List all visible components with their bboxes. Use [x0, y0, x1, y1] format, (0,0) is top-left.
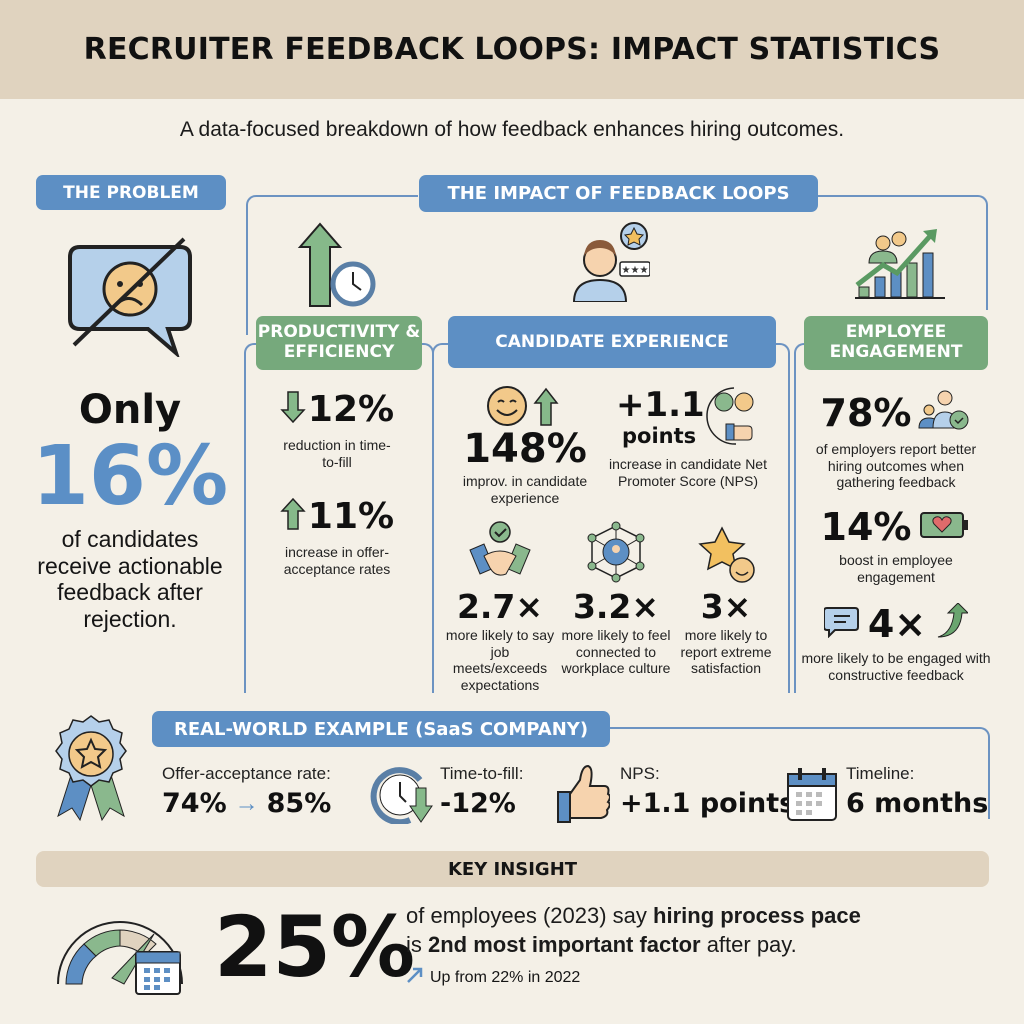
- arrow-up-clock-icon: [295, 222, 380, 307]
- stat-value: 2.7×: [456, 587, 544, 626]
- stat-value: 3.2×: [572, 587, 660, 626]
- stat-value: 12%: [307, 388, 395, 430]
- stat-value: 11%: [307, 495, 395, 537]
- example-label-text: NPS:: [620, 764, 660, 783]
- divider-line: [246, 195, 258, 335]
- example-offer-acceptance: Offer-acceptance rate: 74% → 85%: [162, 764, 331, 819]
- divider-line: [258, 195, 418, 197]
- award-ribbon-icon: [46, 712, 136, 822]
- stat-description: more likely to be engaged with construct…: [801, 650, 991, 683]
- insight-text: of employees (2023) say hiring process p…: [406, 902, 861, 959]
- example-label: REAL-WORLD EXAMPLE (SaaS COMPANY): [152, 711, 610, 747]
- impact-label: THE IMPACT OF FEEDBACK LOOPS: [419, 175, 818, 212]
- problem-label: THE PROBLEM: [36, 175, 226, 210]
- key-insight-label: KEY INSIGHT: [36, 851, 989, 887]
- heart-battery-icon: [919, 510, 971, 545]
- stat-description: improv. in candidate experience: [462, 473, 588, 506]
- stat-description: increase in candidate Net Promoter Score…: [609, 456, 767, 489]
- stat-value: 3×: [700, 587, 752, 626]
- example-from: 74%: [162, 788, 227, 819]
- stat-description: more likely to report extreme satisfacti…: [680, 627, 772, 677]
- clock-down-icon: [370, 766, 436, 829]
- divider-line: [776, 343, 790, 693]
- example-to: 85%: [266, 788, 332, 819]
- star-smiley-icon: [676, 520, 776, 584]
- svg-text:★★★: ★★★: [622, 265, 649, 276]
- stat-description: increase in offer-acceptance rates: [283, 544, 391, 577]
- candidate-rating-icon: ★★★: [570, 222, 651, 303]
- arrow-down-icon: [280, 390, 306, 429]
- example-value: +1.1 points: [620, 788, 796, 819]
- stat-value: +1.1: [616, 385, 705, 425]
- problem-value: 16%: [31, 429, 229, 524]
- divider-line: [432, 343, 448, 693]
- growth-chart-icon: [855, 225, 945, 300]
- example-value: -12%: [440, 788, 516, 819]
- insight-bold-1: hiring process pace: [653, 903, 861, 928]
- example-label-text: Offer-acceptance rate:: [162, 764, 331, 783]
- example-label-text: Timeline:: [846, 764, 915, 783]
- candidate-label: CANDIDATE EXPERIENCE: [448, 316, 776, 368]
- thumbs-up-icon: [556, 764, 611, 829]
- stat-description: of employers report better hiring outcom…: [815, 441, 977, 491]
- stat-unit: points: [622, 424, 697, 448]
- divider-line: [244, 343, 256, 693]
- network-icon: [558, 520, 674, 584]
- page-title: RECRUITER FEEDBACK LOOPS: IMPACT STATIST…: [83, 32, 941, 67]
- divider-line: [818, 195, 988, 310]
- productivity-label: PRODUCTIVITY & EFFICIENCY: [256, 316, 422, 370]
- nps-thumbs-up-icon: [704, 384, 764, 451]
- smiley-up-icon: [450, 385, 600, 427]
- insight-value: 25%: [214, 898, 416, 996]
- stat-value: 4×: [867, 601, 927, 646]
- example-value: 6 months: [846, 788, 989, 819]
- stat-value: 148%: [463, 426, 587, 472]
- insight-bold-2: 2nd most important factor: [428, 931, 701, 957]
- example-label-text: Time-to-fill:: [440, 764, 524, 783]
- example-nps: NPS: +1.1 points: [620, 764, 795, 819]
- stat-description: more likely to say job meets/exceeds exp…: [445, 627, 555, 693]
- stat-description: boost in employee engagement: [839, 552, 953, 585]
- calendar-icon: [786, 766, 838, 827]
- stat-description: reduction in time-to-fill: [283, 437, 391, 470]
- divider-line: [610, 727, 990, 819]
- arrow-right-icon: →: [234, 789, 259, 817]
- trend-text: Up from 22% in 2022: [430, 968, 581, 986]
- no-feedback-sad-chat-icon: [62, 237, 197, 360]
- employer-check-icon: [917, 388, 971, 437]
- insight-trend: Up from 22% in 2022: [406, 966, 580, 989]
- handshake-icon: [445, 520, 555, 584]
- problem-description: of candidates receive actionable feedbac…: [37, 526, 223, 633]
- stat-value: 14%: [820, 505, 912, 549]
- insight-text-3: after pay.: [700, 931, 797, 957]
- insight-text-2: is: [406, 931, 428, 957]
- stat-description: more likely to feel connected to workpla…: [561, 627, 671, 677]
- page-subtitle: A data-focused breakdown of how feedback…: [179, 118, 845, 141]
- stat-value: 78%: [820, 390, 912, 435]
- curved-arrow-up-icon: [934, 602, 970, 644]
- arrow-up-icon: [280, 497, 306, 536]
- trend-up-arrow-icon: [406, 966, 424, 989]
- problem-lead: Only: [78, 387, 182, 433]
- example-time-to-fill: Time-to-fill: -12%: [440, 764, 523, 819]
- divider-line: [794, 343, 804, 693]
- example-timeline: Timeline: 6 months: [846, 764, 988, 819]
- chat-icon: [822, 604, 860, 643]
- header-banner: RECRUITER FEEDBACK LOOPS: IMPACT STATIST…: [0, 0, 1024, 99]
- insight-text-1: of employees (2023) say: [406, 903, 654, 928]
- engagement-label: EMPLOYEE ENGAGEMENT: [804, 316, 988, 370]
- speedometer-calendar-icon: [54, 900, 189, 1000]
